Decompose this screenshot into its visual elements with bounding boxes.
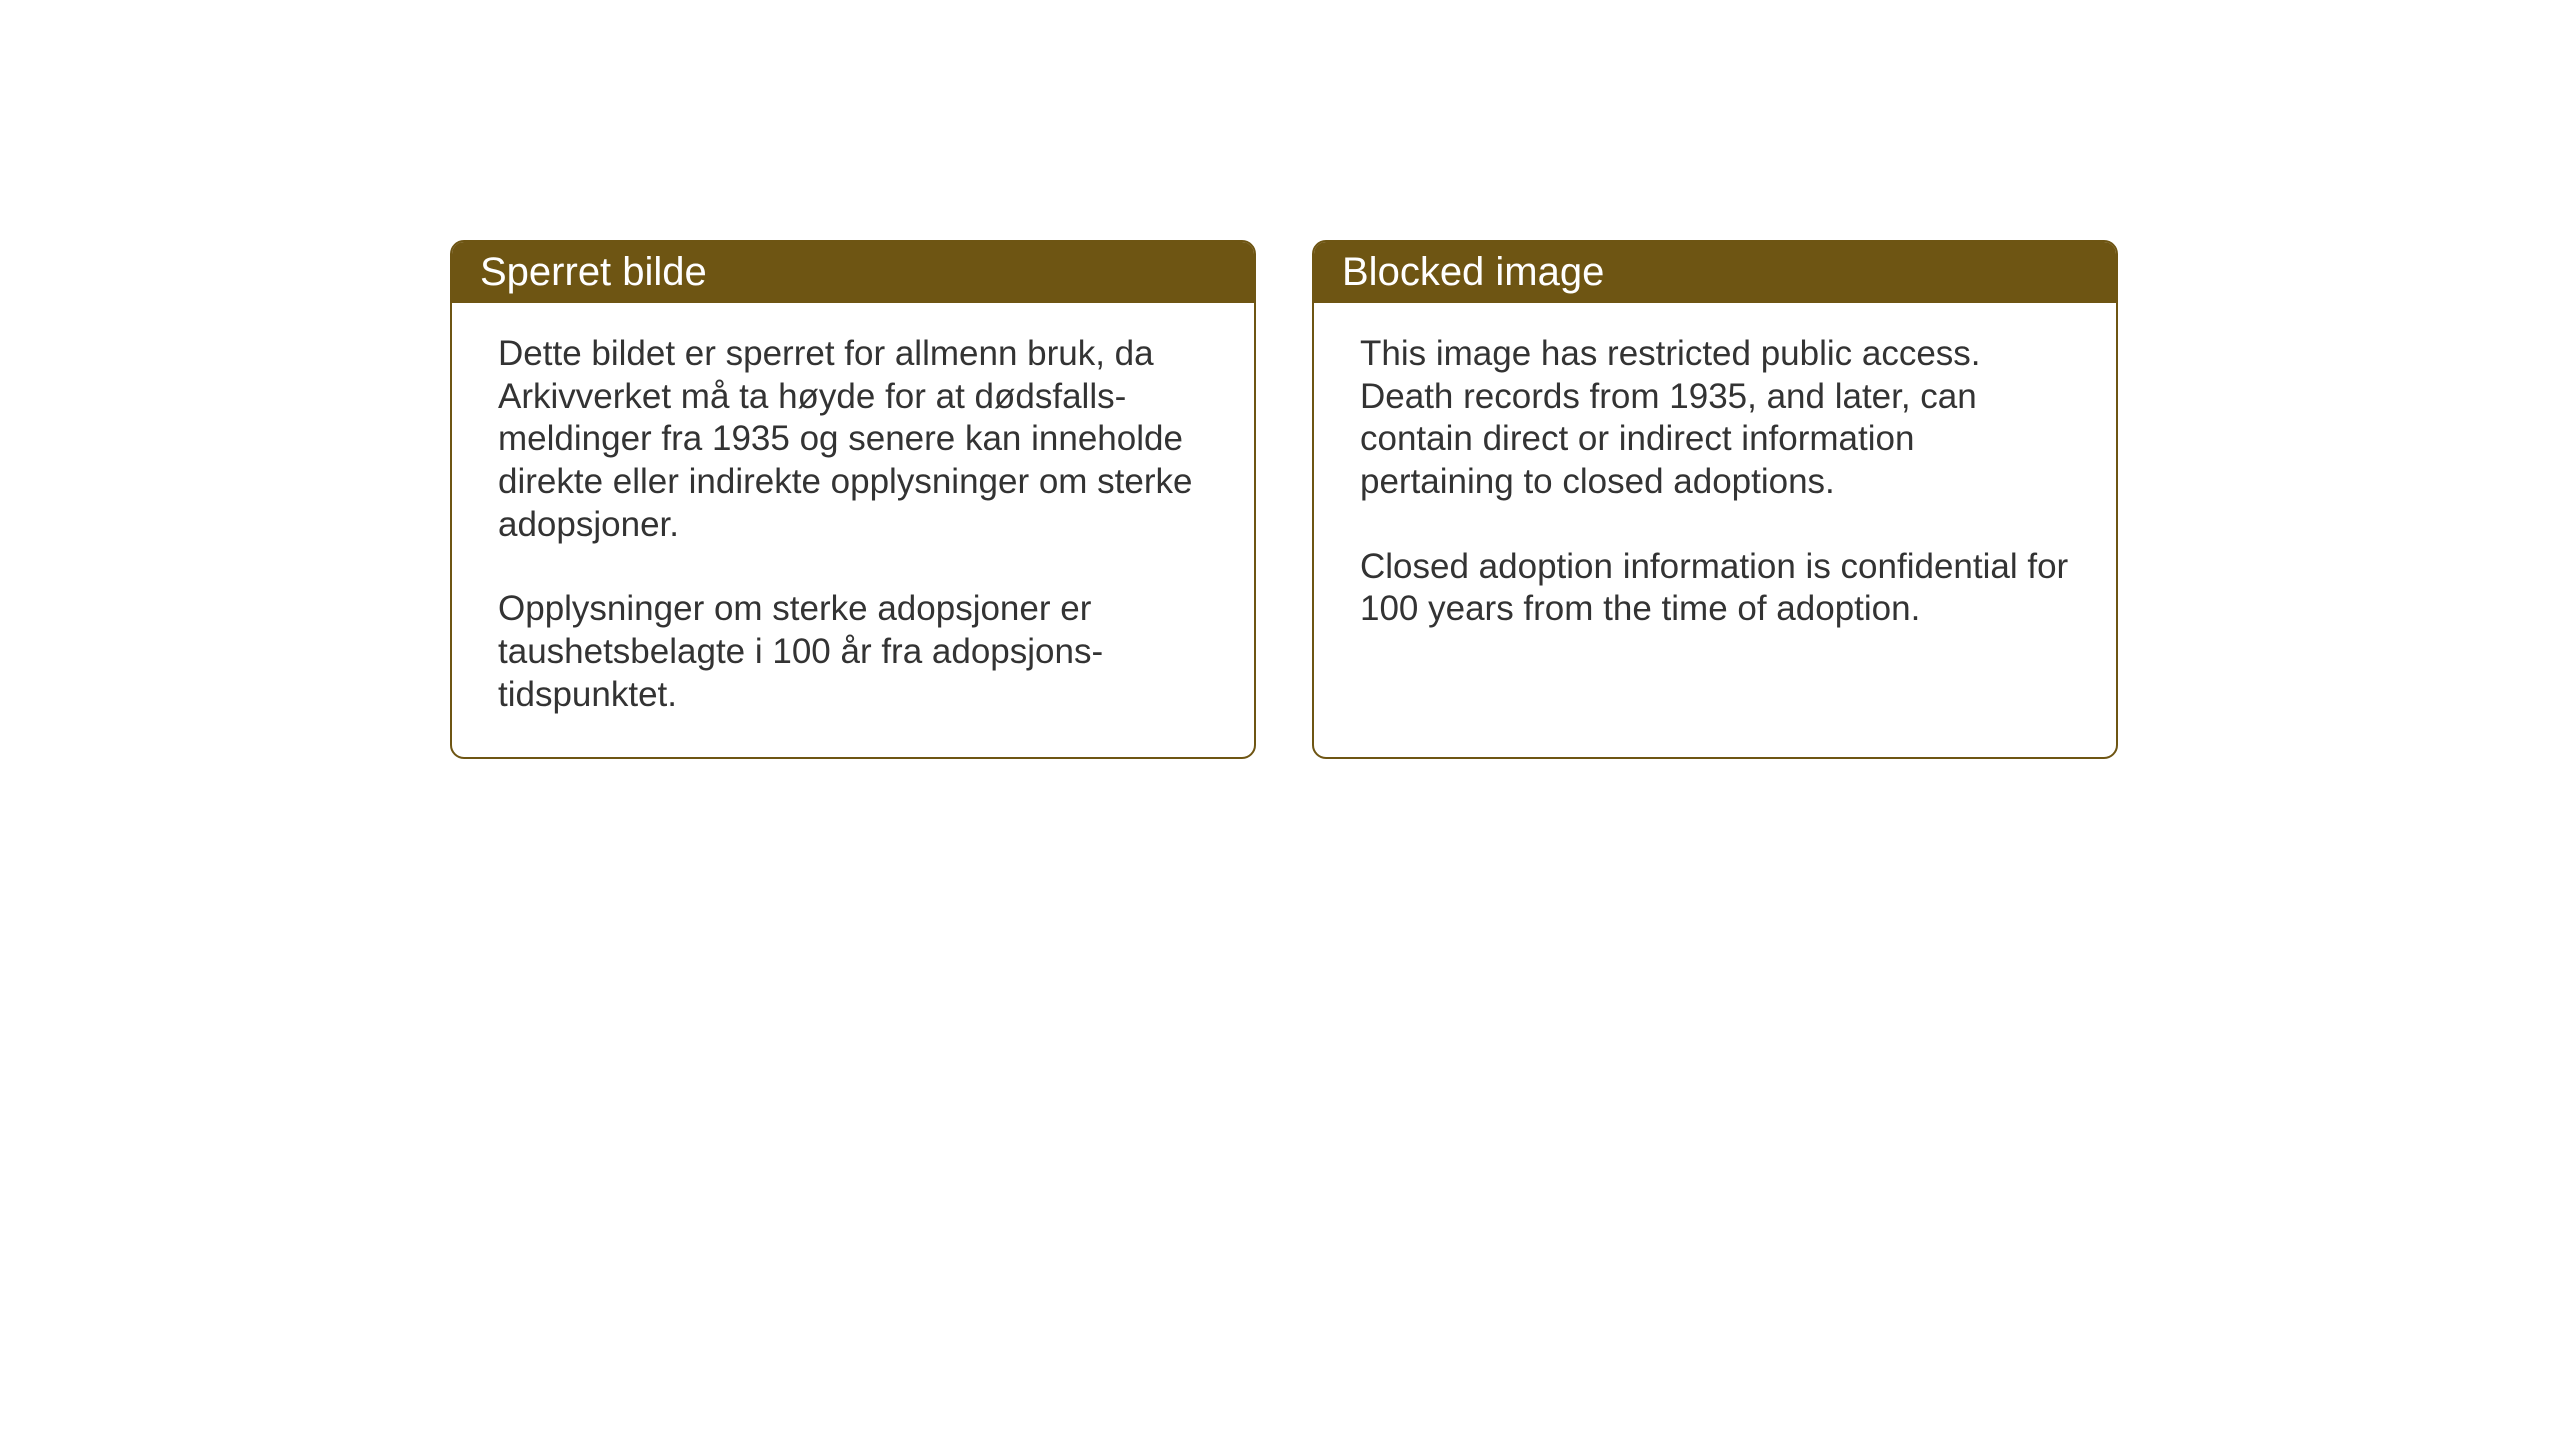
english-paragraph-2: Closed adoption information is confident… (1360, 546, 2070, 631)
norwegian-card-header: Sperret bilde (452, 242, 1254, 303)
norwegian-card: Sperret bilde Dette bildet er sperret fo… (450, 240, 1256, 759)
english-card-body: This image has restricted public access.… (1314, 303, 2116, 743)
norwegian-paragraph-1: Dette bildet er sperret for allmenn bruk… (498, 333, 1208, 546)
english-paragraph-1: This image has restricted public access.… (1360, 333, 2070, 504)
english-card-title: Blocked image (1342, 250, 1604, 294)
english-card-header: Blocked image (1314, 242, 2116, 303)
norwegian-paragraph-2: Opplysninger om sterke adopsjoner er tau… (498, 588, 1208, 716)
norwegian-card-title: Sperret bilde (480, 250, 707, 294)
english-card: Blocked image This image has restricted … (1312, 240, 2118, 759)
cards-container: Sperret bilde Dette bildet er sperret fo… (450, 240, 2118, 759)
norwegian-card-body: Dette bildet er sperret for allmenn bruk… (452, 303, 1254, 757)
